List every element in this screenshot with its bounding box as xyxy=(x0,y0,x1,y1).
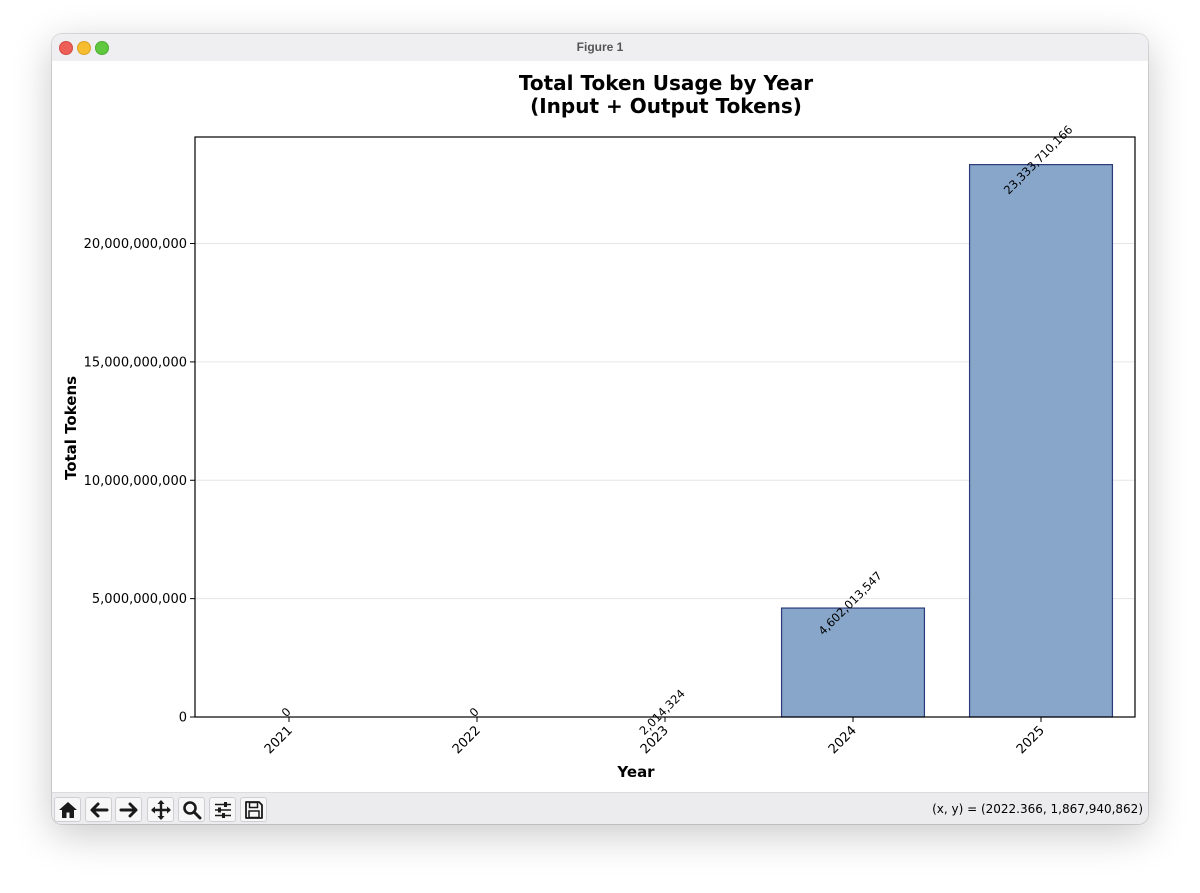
bar xyxy=(780,607,926,718)
x-tick-label: 2022 xyxy=(450,723,484,757)
y-tick-label: 10,000,000,000 xyxy=(84,474,187,489)
zoom-button[interactable] xyxy=(178,797,205,822)
configure-subplots-button[interactable] xyxy=(209,797,236,822)
arrow-left-icon xyxy=(90,802,108,817)
forward-button[interactable] xyxy=(115,797,142,822)
chart-title: Total Token Usage by Year xyxy=(519,71,813,95)
x-tick-label: 2024 xyxy=(826,723,860,757)
pan-button[interactable] xyxy=(147,797,174,822)
figure-window: Figure 1 0 0 2,014,324 4,602,013,547 23,333,… xyxy=(52,34,1148,824)
minimize-window-button[interactable] xyxy=(77,41,91,55)
magnifier-icon xyxy=(182,800,201,819)
y-tick-label: 0 xyxy=(179,711,187,726)
window-title: Figure 1 xyxy=(576,40,624,54)
home-button[interactable] xyxy=(54,797,81,822)
move-icon xyxy=(150,799,171,820)
figure-canvas[interactable]: 0 0 2,014,324 4,602,013,547 23,333,710,166 0 5… xyxy=(52,61,1148,792)
navigation-toolbar: (x, y) = (2022.366, 1,867,940,862) xyxy=(52,792,1148,824)
x-tick-label: 2021 xyxy=(262,723,296,757)
cursor-coordinates: (x, y) = (2022.366, 1,867,940,862) xyxy=(932,802,1143,816)
y-tick-label: 15,000,000,000 xyxy=(84,355,187,370)
y-tick-label: 20,000,000,000 xyxy=(84,237,187,252)
arrow-right-icon xyxy=(119,802,137,817)
back-button[interactable] xyxy=(85,797,112,822)
save-button[interactable] xyxy=(240,797,267,822)
title-bar: Figure 1 xyxy=(52,34,1148,62)
close-window-button[interactable] xyxy=(59,41,73,55)
sliders-icon xyxy=(214,801,231,818)
y-axis-label: Total Tokens xyxy=(62,376,80,480)
bar-chart: 0 0 2,014,3244,602,013,54723,333,710,16605… xyxy=(62,71,1136,781)
x-tick-label: 2025 xyxy=(1014,723,1048,757)
chart-title: (Input + Output Tokens) xyxy=(530,94,802,118)
maximize-window-button[interactable] xyxy=(95,41,109,55)
home-icon xyxy=(58,801,77,818)
floppy-disk-icon xyxy=(244,800,263,819)
y-tick-label: 5,000,000,000 xyxy=(92,592,187,607)
bar xyxy=(968,164,1114,718)
x-axis-label: Year xyxy=(616,763,655,781)
